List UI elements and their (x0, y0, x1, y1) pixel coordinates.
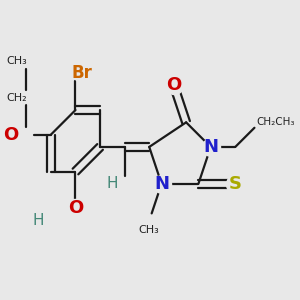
Text: O: O (166, 76, 182, 94)
Text: N: N (154, 175, 169, 193)
Text: N: N (203, 138, 218, 156)
Text: O: O (3, 126, 19, 144)
Text: CH₃: CH₃ (139, 225, 160, 235)
Text: Br: Br (71, 64, 92, 82)
Text: CH₂: CH₂ (7, 93, 27, 103)
Text: H: H (106, 176, 118, 191)
Text: CH₂CH₃: CH₂CH₃ (256, 117, 295, 127)
Text: CH₃: CH₃ (7, 56, 28, 66)
Text: H: H (33, 213, 44, 228)
Text: O: O (68, 200, 83, 217)
Text: S: S (229, 175, 242, 193)
